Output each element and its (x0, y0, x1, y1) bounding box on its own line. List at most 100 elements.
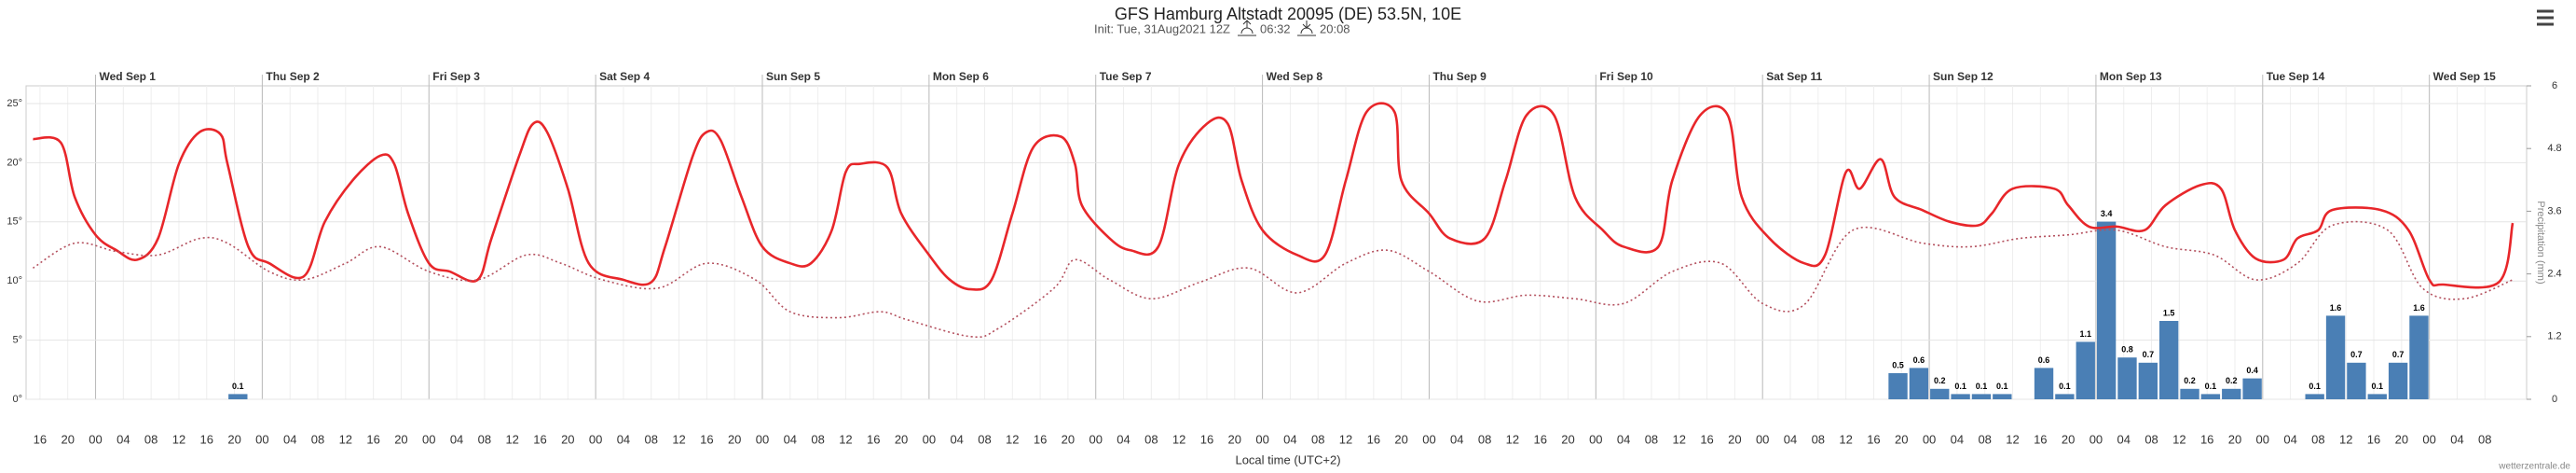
sunrise-time: 06:32 (1260, 21, 1291, 35)
x-tick-label: 00 (89, 432, 102, 446)
x-tick-label: 20 (394, 432, 407, 446)
chart-title: GFS Hamburg Altstadt 20095 (DE) 53.5N, 1… (1115, 5, 1461, 23)
x-tick-label: 04 (283, 432, 296, 446)
y2-tick-label: 4.8 (2547, 143, 2561, 154)
x-tick-label: 16 (1367, 432, 1380, 446)
x-tick-label: 08 (1478, 432, 1491, 446)
x-tick-label: 12 (1673, 432, 1686, 446)
x-tick-label: 16 (2200, 432, 2213, 446)
x-tick-label: 16 (366, 432, 379, 446)
precip-label: 0.7 (2143, 350, 2155, 359)
y2-tick-label: 2.4 (2547, 269, 2561, 280)
y2-tick-label: 0 (2552, 394, 2557, 405)
x-tick-label: 16 (2367, 432, 2380, 446)
grid (26, 75, 2527, 400)
x-tick-label: 16 (1533, 432, 1546, 446)
x-tick-label: 04 (1784, 432, 1797, 446)
precip-label: 0.1 (2372, 382, 2384, 391)
chart-subtitle: Init: Tue, 31Aug2021 12Z (1094, 21, 1230, 35)
precip-bar (2034, 368, 2054, 399)
precip-bar (2347, 362, 2366, 399)
x-tick-label: 08 (1812, 432, 1825, 446)
precip-label: 3.4 (2101, 209, 2113, 218)
y-tick-label: 25° (7, 98, 22, 109)
precip-label: 0.4 (2246, 366, 2258, 375)
precip-label: 0.2 (2226, 376, 2238, 385)
precip-bar (2367, 394, 2387, 399)
precip-bar (1993, 394, 2012, 399)
x-tick-label: 08 (311, 432, 324, 446)
x-tick-label: 20 (2062, 432, 2075, 446)
x-tick-label: 04 (1951, 432, 1964, 446)
x-tick-label: 08 (645, 432, 658, 446)
precip-bar (2200, 394, 2221, 399)
day-label: Mon Sep 6 (933, 70, 989, 83)
x-tick-label: 12 (1506, 432, 1519, 446)
precip-label: 0.2 (1934, 376, 1946, 385)
x-tick-label: 00 (2422, 432, 2435, 446)
precip-bar (2055, 394, 2075, 399)
precip-bar (2409, 315, 2429, 399)
x-tick-label: 04 (2117, 432, 2131, 446)
x-tick-label: 04 (116, 432, 130, 446)
precip-label: 0.1 (2059, 382, 2071, 391)
precip-bar (1888, 373, 1908, 399)
y-tick-label: 15° (7, 216, 22, 228)
sunset-icon (1297, 21, 1316, 36)
x-tick-label: 00 (589, 432, 602, 446)
x-tick-label: 12 (1006, 432, 1019, 446)
x-tick-label: 20 (1394, 432, 1407, 446)
day-label: Tue Sep 14 (2267, 70, 2325, 83)
x-tick-label: 20 (1062, 432, 1075, 446)
x-tick-label: 04 (1617, 432, 1630, 446)
x-tick-label: 08 (1311, 432, 1324, 446)
precip-bar (1909, 368, 1929, 399)
x-tick-label: 00 (1089, 432, 1102, 446)
x-tick-label: 20 (227, 432, 240, 446)
x-tick-label: 12 (839, 432, 852, 446)
precip-label: 1.6 (2330, 303, 2342, 313)
precip-label: 1.5 (2163, 308, 2175, 317)
x-tick-label: 08 (2144, 432, 2158, 446)
day-label: Sat Sep 4 (599, 70, 650, 83)
x-tick-label: 12 (2006, 432, 2019, 446)
precip-bar (2242, 378, 2262, 399)
x-tick-label: 04 (450, 432, 463, 446)
x-tick-label: 16 (700, 432, 713, 446)
precip-bar (2305, 394, 2324, 399)
x-tick-label: 16 (1700, 432, 1713, 446)
precip-label: 0.1 (1954, 382, 1966, 391)
x-tick-label: 04 (950, 432, 963, 446)
x-tick-label: 20 (2395, 432, 2408, 446)
sunrise-icon (1238, 20, 1256, 36)
precip-bar (2076, 341, 2095, 399)
day-label: Thu Sep 2 (266, 70, 320, 83)
precip-label: 1.1 (2079, 329, 2091, 339)
x-tick-label: 12 (172, 432, 185, 446)
precip-label: 0.1 (232, 382, 244, 391)
x-tick-label: 08 (1978, 432, 1991, 446)
precip-bar (2138, 362, 2158, 399)
x-tick-label: 20 (1895, 432, 1908, 446)
precip-label: 0.6 (1913, 355, 1925, 365)
y-tick-label: 10° (7, 275, 22, 286)
x-tick-label: 04 (2450, 432, 2463, 446)
x-tick-label: 12 (1839, 432, 1852, 446)
precip-bar (228, 394, 248, 399)
x-tick-label: 00 (756, 432, 769, 446)
precip-bar (2222, 388, 2241, 399)
precip-label: 0.7 (2350, 350, 2363, 359)
x-tick-label: 00 (1589, 432, 1602, 446)
day-label: Thu Sep 9 (1432, 70, 1487, 83)
precip-label: 1.6 (2413, 303, 2425, 313)
menu-button[interactable] (2537, 9, 2554, 26)
precip-bar (2388, 362, 2408, 399)
x-tick-label: 12 (2172, 432, 2185, 446)
x-tick-label: 00 (422, 432, 435, 446)
x-tick-label: 04 (1117, 432, 1130, 446)
precip-label: 0.6 (2038, 355, 2050, 365)
precip-bar (1930, 388, 1950, 399)
day-label: Mon Sep 13 (2100, 70, 2162, 83)
temperature-line (33, 102, 2514, 291)
x-tick-label: 08 (1144, 432, 1158, 446)
